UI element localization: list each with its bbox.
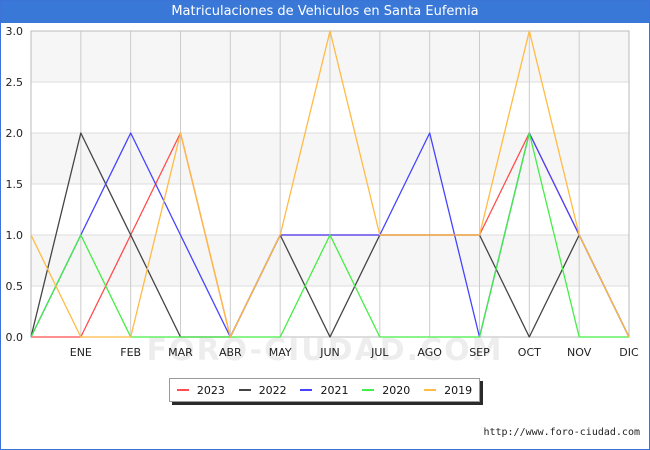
y-tick-label: 0.5 <box>6 280 24 293</box>
legend-swatch-2021 <box>300 389 313 391</box>
y-tick-label: 3.0 <box>6 25 24 38</box>
footer-url: http://www.foro-ciudad.com <box>483 427 640 438</box>
x-tick-label: ABR <box>219 346 242 359</box>
x-tick-label: AGO <box>417 346 442 359</box>
chart-title: Matriculaciones de Vehiculos en Santa Eu… <box>1 1 649 23</box>
legend-swatch-2019 <box>424 389 437 391</box>
x-tick-label: FEB <box>120 346 141 359</box>
legend-label-2021: 2021 <box>320 383 349 397</box>
legend-swatch-2020 <box>362 389 375 391</box>
series-line-2022 <box>30 132 630 338</box>
x-tick-label: OCT <box>518 346 541 359</box>
legend-item-2023: 2023 <box>176 383 225 397</box>
legend-item-2022: 2022 <box>238 383 287 397</box>
x-tick-label: DIC <box>619 346 639 359</box>
legend-label-2023: 2023 <box>196 383 225 397</box>
x-tick-label: SEP <box>469 346 490 359</box>
x-tick-label: JUL <box>370 346 389 359</box>
y-tick-label: 0.0 <box>6 331 24 344</box>
y-tick-label: 1.0 <box>6 229 24 242</box>
chart-legend: 2023 2022 2021 2020 2019 <box>169 378 480 402</box>
y-tick-label: 1.5 <box>6 178 24 191</box>
x-tick-label: NOV <box>567 346 592 359</box>
legend-label-2019: 2019 <box>444 383 473 397</box>
series-line-2019 <box>30 30 630 338</box>
legend-item-2019: 2019 <box>424 384 472 397</box>
legend-swatch-2022 <box>238 389 251 391</box>
legend-item-2020: 2020 <box>362 384 410 397</box>
legend-label-2020: 2020 <box>382 383 411 397</box>
x-tick-label: MAR <box>168 346 193 359</box>
x-tick-label: ENE <box>70 346 92 359</box>
legend-label-2022: 2022 <box>258 383 287 397</box>
legend-swatch-2023 <box>176 389 189 391</box>
legend-item-2021: 2021 <box>300 384 348 397</box>
x-tick-label: JUN <box>319 346 340 359</box>
y-tick-label: 2.0 <box>6 127 24 140</box>
x-tick-label: MAY <box>269 346 292 359</box>
y-tick-label: 2.5 <box>6 76 24 89</box>
watermark: FORO-CIUDAD.COM <box>146 333 504 368</box>
